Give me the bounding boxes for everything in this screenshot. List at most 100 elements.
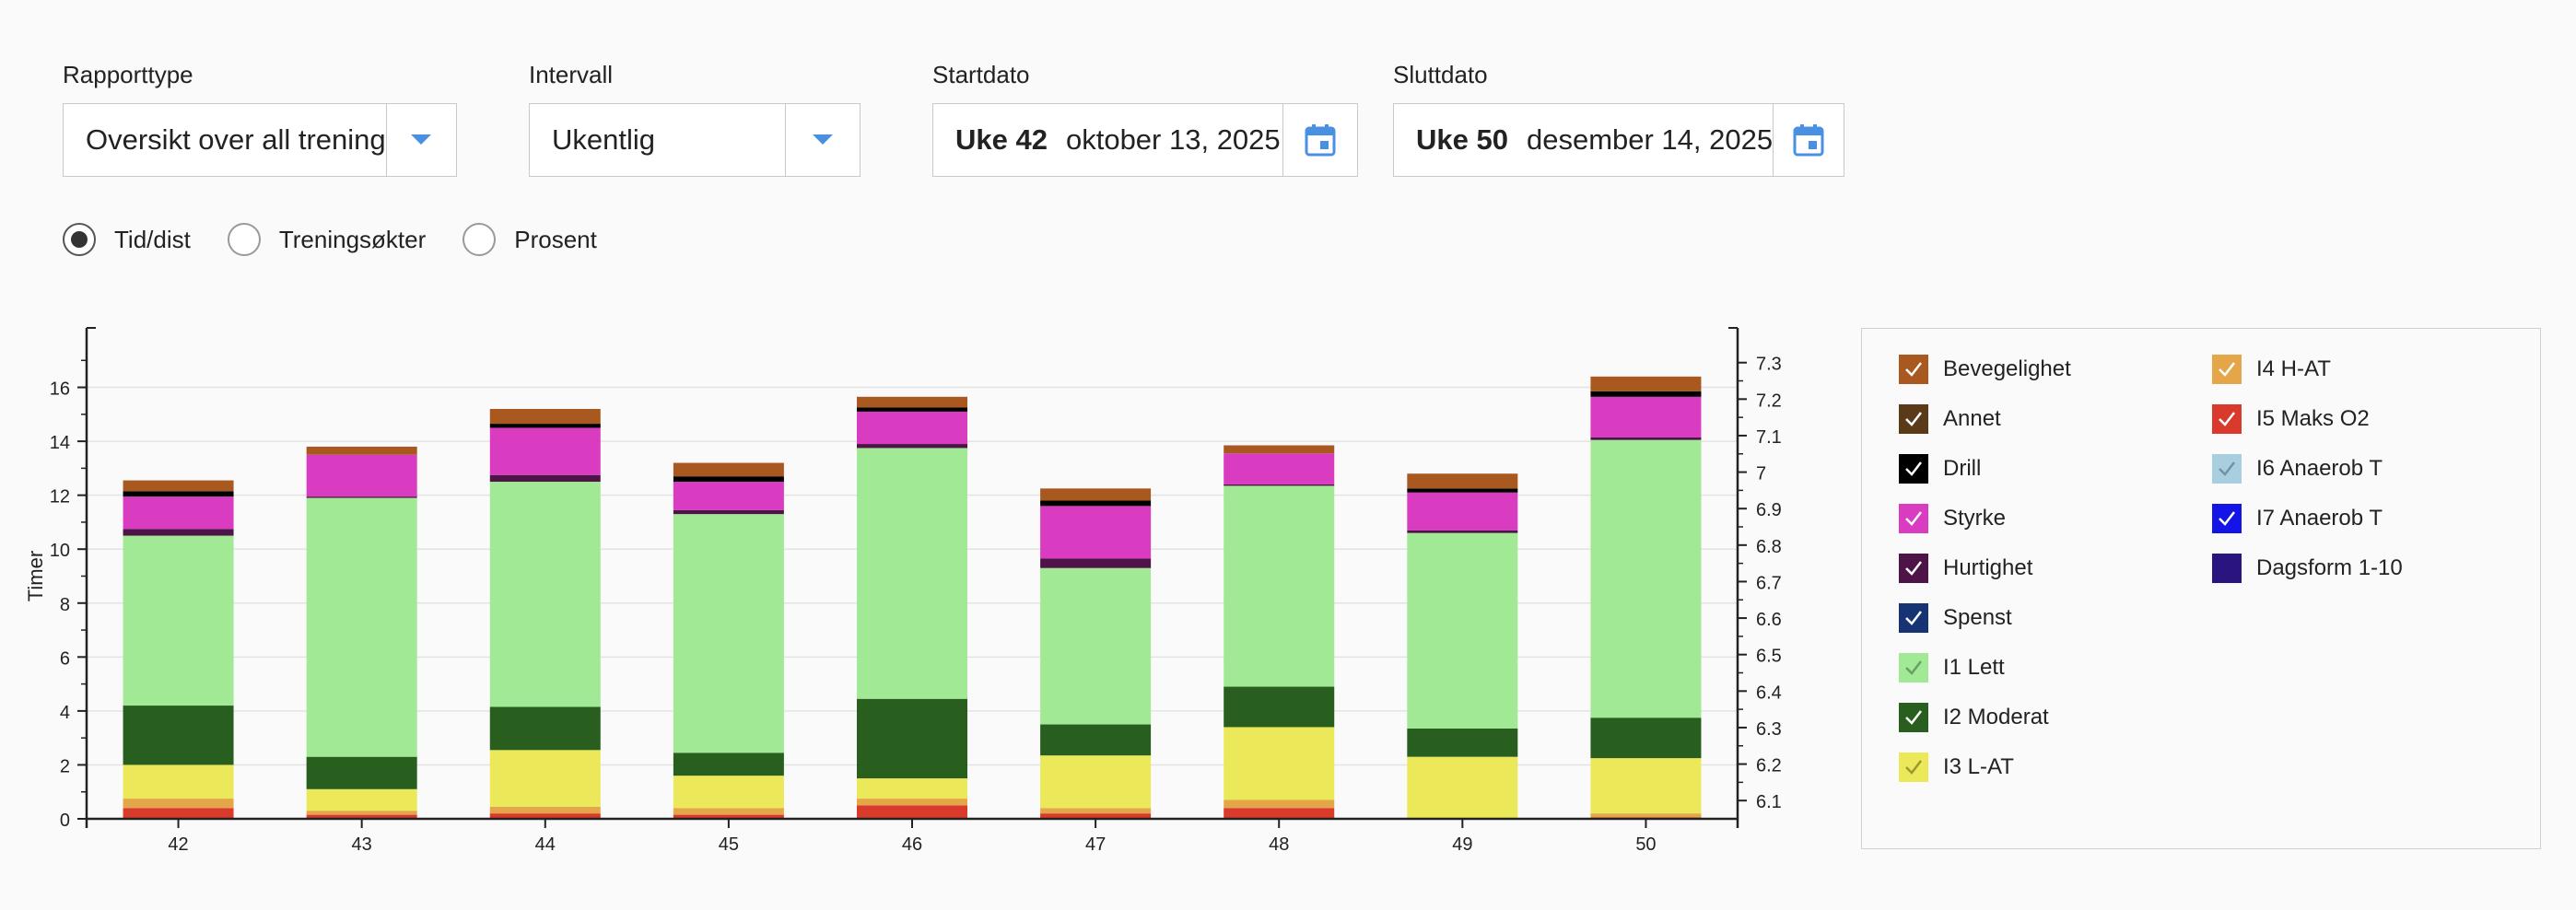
legend-checkbox[interactable] [1899, 703, 1928, 732]
bar-segment[interactable] [1040, 808, 1152, 814]
bar-segment[interactable] [673, 814, 784, 819]
bar-segment[interactable] [1040, 755, 1152, 809]
bar-segment[interactable] [857, 407, 967, 412]
bar-segment[interactable] [123, 496, 234, 530]
end-date-field[interactable]: Uke 50 desember 14, 2025 [1393, 103, 1844, 177]
bar-segment[interactable] [1040, 500, 1152, 507]
legend-item[interactable]: Hurtighet [1899, 554, 2032, 583]
bar-segment[interactable] [673, 808, 784, 815]
bar-segment[interactable] [306, 811, 417, 815]
bar-segment[interactable] [673, 776, 784, 809]
bar-segment[interactable] [489, 427, 601, 475]
legend-item[interactable]: I6 Anaerob T [2212, 454, 2383, 484]
legend-checkbox[interactable] [2212, 554, 2242, 583]
bar-segment[interactable] [857, 778, 967, 799]
legend-item[interactable]: Dagsform 1-10 [2212, 554, 2403, 583]
bar-segment[interactable] [1407, 756, 1518, 819]
bar-segment[interactable] [673, 462, 784, 477]
legend-item[interactable]: Bevegelighet [1899, 355, 2071, 384]
bar-segment[interactable] [1040, 724, 1152, 756]
bar-segment[interactable] [489, 408, 601, 425]
bar-segment[interactable] [1224, 686, 1335, 728]
bar-segment[interactable] [1407, 530, 1518, 533]
legend-item[interactable]: Drill [1899, 454, 1981, 484]
bar-segment[interactable] [1224, 727, 1335, 800]
legend-checkbox[interactable] [2212, 454, 2242, 484]
bar-segment[interactable] [857, 698, 967, 779]
bar-segment[interactable] [489, 474, 601, 483]
bar-segment[interactable] [673, 476, 784, 483]
bar-segment[interactable] [123, 491, 234, 497]
bar-segment[interactable] [673, 509, 784, 515]
start-date-field[interactable]: Uke 42 oktober 13, 2025 [932, 103, 1358, 177]
legend-checkbox[interactable] [1899, 504, 1928, 533]
bar-segment[interactable] [123, 480, 234, 492]
bar-segment[interactable] [857, 411, 967, 445]
bar-segment[interactable] [123, 764, 234, 799]
legend-item[interactable]: I7 Anaerob T [2212, 504, 2383, 533]
bar-segment[interactable] [1407, 473, 1518, 489]
radio-prosent[interactable]: Prosent [463, 223, 597, 256]
bar-segment[interactable] [123, 529, 234, 536]
bar-segment[interactable] [306, 788, 417, 811]
bar-segment[interactable] [123, 706, 234, 765]
bar-segment[interactable] [857, 396, 967, 408]
bar-segment[interactable] [1590, 396, 1702, 438]
bar-segment[interactable] [489, 750, 601, 807]
bar-segment[interactable] [1590, 813, 1702, 818]
legend-checkbox[interactable] [1899, 554, 1928, 583]
bar-segment[interactable] [306, 756, 417, 789]
bar-segment[interactable] [1224, 453, 1335, 484]
interval-dropdown-button[interactable] [785, 104, 860, 176]
bar-segment[interactable] [1407, 728, 1518, 757]
bar-segment[interactable] [489, 813, 601, 819]
interval-select[interactable]: Ukentlig [529, 103, 861, 177]
legend-item[interactable]: Spenst [1899, 603, 2012, 633]
bar-segment[interactable] [1040, 506, 1152, 559]
bar-segment[interactable] [489, 806, 601, 814]
legend-item[interactable]: I2 Moderat [1899, 703, 2049, 732]
legend-checkbox[interactable] [1899, 355, 1928, 384]
bar-segment[interactable] [857, 805, 967, 819]
bar-segment[interactable] [123, 808, 234, 819]
bar-segment[interactable] [489, 482, 601, 707]
bar-segment[interactable] [1590, 391, 1702, 397]
legend-item[interactable]: I3 L-AT [1899, 752, 2014, 782]
bar-segment[interactable] [1040, 813, 1152, 819]
bar-segment[interactable] [1407, 488, 1518, 493]
bar-segment[interactable] [306, 496, 417, 498]
legend-item[interactable]: I5 Maks O2 [2212, 404, 2370, 434]
legend-item[interactable]: Styrke [1899, 504, 2006, 533]
bar-segment[interactable] [673, 482, 784, 510]
bar-segment[interactable] [1407, 532, 1518, 729]
legend-checkbox[interactable] [1899, 603, 1928, 633]
start-date-calendar-button[interactable] [1282, 104, 1357, 176]
radio-treningsokter[interactable]: Treningsøkter [227, 223, 426, 256]
report-type-dropdown-button[interactable] [385, 104, 456, 176]
bar-segment[interactable] [1224, 484, 1335, 486]
bar-segment[interactable] [306, 497, 417, 757]
radio-tid-dist-circle[interactable] [63, 223, 96, 256]
bar-segment[interactable] [1224, 445, 1335, 454]
bar-segment[interactable] [1040, 488, 1152, 501]
radio-tid-dist[interactable]: Tid/dist [63, 223, 191, 256]
bar-segment[interactable] [673, 752, 784, 776]
bar-segment[interactable] [1040, 567, 1152, 725]
report-type-select[interactable]: Oversikt over all trening [63, 103, 457, 177]
bar-segment[interactable] [1224, 799, 1335, 809]
legend-item[interactable]: I1 Lett [1899, 653, 2005, 682]
legend-checkbox[interactable] [1899, 653, 1928, 682]
legend-checkbox[interactable] [1899, 404, 1928, 434]
bar-segment[interactable] [123, 799, 234, 809]
bar-segment[interactable] [1407, 492, 1518, 531]
bar-segment[interactable] [857, 448, 967, 699]
legend-checkbox[interactable] [2212, 404, 2242, 434]
legend-item[interactable]: I4 H-AT [2212, 355, 2331, 384]
bar-segment[interactable] [306, 446, 417, 455]
bar-segment[interactable] [1590, 758, 1702, 814]
bar-segment[interactable] [306, 454, 417, 497]
bar-segment[interactable] [306, 814, 417, 819]
bar-segment[interactable] [1224, 485, 1335, 687]
bar-segment[interactable] [1590, 437, 1702, 440]
legend-checkbox[interactable] [2212, 504, 2242, 533]
